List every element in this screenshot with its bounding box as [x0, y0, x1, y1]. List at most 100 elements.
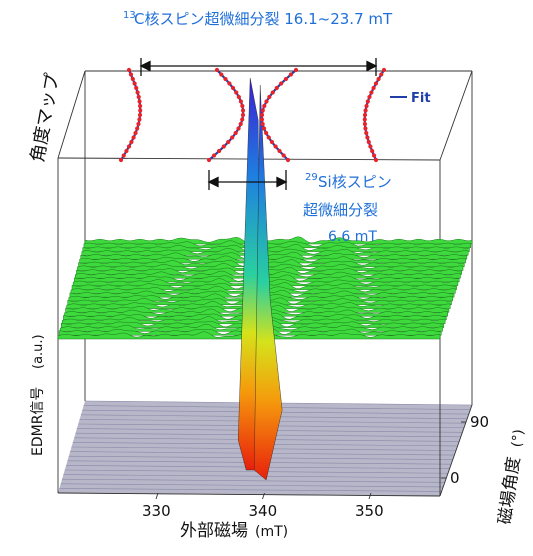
angle-map-data-point — [227, 81, 231, 85]
z-axis-label-main: 磁場角度 — [495, 456, 524, 526]
angle-map-label: 角度マップ — [27, 72, 63, 164]
si29-annotation-line2: 超微細分裂 — [303, 201, 378, 219]
angle-map-data-point — [264, 131, 268, 135]
angle-map-data-point — [231, 86, 235, 90]
angle-map-data-point — [122, 153, 126, 157]
angle-map-data-point — [239, 122, 243, 126]
angle-map-data-point — [270, 140, 274, 144]
angle-map-data-point — [234, 131, 238, 135]
si29-annotation-sup: 29 — [305, 172, 318, 183]
x-axis-label-main: 外部磁場 — [180, 521, 248, 541]
spectrum-trace — [85, 237, 472, 244]
angle-map-data-point — [138, 108, 142, 112]
angle-map-data-point — [294, 68, 298, 72]
y-axis-label-main: EDMR信号 — [30, 387, 46, 456]
fit-legend-label: Fit — [411, 91, 431, 106]
angle-map-data-point — [372, 153, 376, 157]
x-tick-label: 350 — [355, 502, 384, 520]
angle-map-data-point — [127, 144, 131, 148]
angle-map-data-point — [368, 144, 372, 148]
angle-map-data-point — [374, 81, 378, 85]
angle-map-data-point — [138, 113, 142, 117]
angle-map-data-point — [370, 149, 374, 153]
angle-map-data-point — [363, 117, 367, 121]
angle-map-data-point — [364, 131, 368, 135]
angle-map-data-point — [230, 135, 234, 139]
angle-map-data-point — [279, 81, 283, 85]
angle-map-data-point — [379, 72, 383, 76]
z-axis-label-unit: (°) — [509, 428, 527, 448]
angle-map-data-point — [284, 77, 288, 81]
x-axis-label-unit: (mT) — [255, 524, 288, 540]
si29-annotation-line1: Si核スピン — [318, 173, 392, 191]
angle-map-data-point — [264, 99, 268, 103]
angle-map-data-point — [371, 86, 375, 90]
angle-map-data-point — [363, 122, 367, 126]
angle-map-data-point — [137, 117, 141, 121]
angle-map-data-point — [262, 104, 266, 108]
angle-map-data-point — [217, 149, 221, 153]
angle-map-data-point — [271, 90, 275, 94]
angle-map-fit-curve — [262, 70, 296, 160]
angle-map-data-point — [289, 72, 293, 76]
angle-map-data-point — [136, 122, 140, 126]
angle-map-data-point — [135, 126, 139, 130]
angle-map-data-point — [363, 113, 367, 117]
angle-map-data-point — [133, 131, 137, 135]
angle-map-data-point — [262, 126, 266, 130]
angle-map-data-point — [364, 104, 368, 108]
z-tick-label: 0 — [450, 469, 460, 487]
x-tick-label: 340 — [249, 502, 278, 520]
angle-map-data-point — [131, 77, 135, 81]
angle-map-data-point — [367, 140, 371, 144]
angle-map-fit-curve — [209, 70, 243, 160]
z-tick-label: 90 — [470, 413, 489, 431]
angle-map-data-point — [137, 95, 141, 99]
angle-map-data-point — [273, 144, 277, 148]
angle-map-data-point — [134, 86, 138, 90]
angle-map-data-point — [138, 104, 142, 108]
x-axis-ticks: 330 340 350 — [142, 493, 384, 520]
angle-map-data-point — [241, 108, 245, 112]
c13-annotation-text: C核スピン超微細分裂 16.1~23.7 mT — [134, 10, 393, 28]
angle-map-data-point — [363, 108, 367, 112]
angle-map-data-point — [365, 135, 369, 139]
angle-map-data-point — [275, 86, 279, 90]
y-axis-label-unit: (a.u.) — [31, 334, 46, 369]
si29-annotation-line3: 6.6 mT — [328, 229, 377, 245]
angle-map-data-point — [277, 149, 281, 153]
y-axis-label: EDMR信号 (a.u.) — [30, 334, 46, 456]
angle-map-data-point — [219, 72, 223, 76]
angle-map-data-point — [261, 122, 265, 126]
angle-map-data-point — [127, 68, 131, 72]
angle-map-data-point — [261, 108, 265, 112]
angle-map-data-point — [369, 90, 373, 94]
angle-map-data-point — [124, 149, 128, 153]
angle-map-data-point — [223, 77, 227, 81]
angle-map-data-point — [133, 81, 137, 85]
angle-map-data-point — [212, 153, 216, 157]
angle-map-data-point — [129, 72, 133, 76]
angle-map-data-point — [240, 104, 244, 108]
angle-map-data-point — [129, 140, 133, 144]
angle-map-data-point — [136, 90, 140, 94]
angle-map-data-point — [366, 99, 370, 103]
angle-map-data-point — [236, 126, 240, 130]
angle-map-data-point — [132, 135, 136, 139]
angle-map-data-point — [267, 135, 271, 139]
angle-map-data-point — [382, 68, 386, 72]
angle-map-data-point — [241, 113, 245, 117]
c13-splitting-arrow — [141, 58, 376, 76]
angle-map-data-point — [119, 158, 123, 162]
angle-map-data-point — [222, 144, 226, 148]
angle-map-data-point — [363, 126, 367, 130]
angle-map-data-point — [267, 95, 271, 99]
angle-map-data-point — [137, 99, 141, 103]
angle-map-data-point — [215, 68, 219, 72]
angle-map-data-point — [260, 113, 264, 117]
angle-map-data-point — [237, 95, 241, 99]
angle-map-data-point — [239, 99, 243, 103]
angle-map-data-point — [234, 90, 238, 94]
